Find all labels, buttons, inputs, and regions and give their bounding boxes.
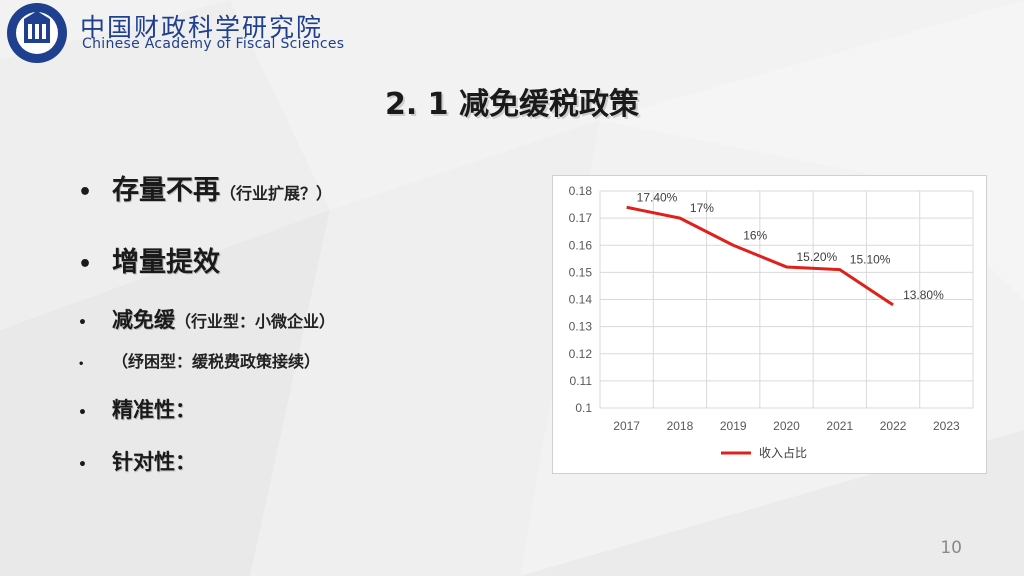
x-tick-label: 2020 (773, 419, 800, 433)
chart-svg: 0.1 0.11 0.12 0.13 0.14 0.15 0.16 0.17 0.18 2017 2… (569, 184, 974, 460)
bullet-text: 增量提效 (112, 247, 220, 278)
bullet-item: • 增量提效 (78, 247, 220, 278)
bullet-note: （行业扩展？） (220, 184, 333, 203)
data-label: 17% (690, 201, 714, 215)
x-tick-label: 2021 (826, 419, 853, 433)
bullet-item: • 存量不再（行业扩展？） (78, 175, 333, 206)
academy-logo (7, 3, 67, 63)
bullet-item: • （纾困型：缓税费政策接续） (78, 352, 321, 371)
bullet-text: 针对性： (112, 450, 196, 474)
y-tick-label: 0.1 (575, 401, 592, 415)
y-tick-label: 0.18 (569, 184, 593, 198)
data-label: 17.40% (637, 190, 678, 204)
y-tick-label: 0.16 (569, 238, 593, 252)
x-tick-label: 2017 (613, 419, 640, 433)
data-label: 15.20% (797, 250, 838, 264)
x-tick-label: 2018 (667, 419, 694, 433)
org-name-cn: 中国财政科学研究院 (80, 13, 324, 42)
legend-label: 收入占比 (759, 445, 807, 460)
y-tick-label: 0.11 (570, 374, 593, 388)
bullet-item: • 精准性： (78, 398, 196, 422)
data-label: 16% (743, 228, 767, 242)
bullet-note: （纾困型：缓税费政策接续） (112, 352, 321, 371)
y-tick-label: 0.17 (569, 211, 593, 225)
bullet-item: • 针对性： (78, 450, 196, 474)
x-tick-label: 2022 (880, 419, 907, 433)
page-number: 10 (940, 538, 962, 558)
line-chart: 0.1 0.11 0.12 0.13 0.14 0.15 0.16 0.17 0.18 2017 2… (552, 175, 987, 474)
bullet-text: 减免缓 (112, 308, 175, 332)
y-tick-label: 0.12 (569, 347, 593, 361)
bullet-note: （行业型：小微企业） (175, 312, 336, 331)
x-tick-label: 2019 (720, 419, 747, 433)
org-name-en: Chinese Academy of Fiscal Sciences (82, 36, 345, 52)
y-tick-label: 0.15 (569, 265, 593, 279)
bullet-text: 存量不再 (112, 175, 220, 206)
y-tick-label: 0.13 (569, 320, 593, 334)
slide-title: 2. 1 减免缓税政策 (384, 87, 640, 122)
data-label: 13.80% (903, 288, 944, 302)
series-line (626, 205, 894, 307)
bullet-item: • 减免缓（行业型：小微企业） (78, 308, 336, 332)
data-label: 15.10% (850, 253, 891, 267)
x-tick-label: 2023 (933, 419, 960, 433)
bullet-text: 精准性： (112, 398, 196, 422)
y-tick-label: 0.14 (569, 293, 593, 307)
